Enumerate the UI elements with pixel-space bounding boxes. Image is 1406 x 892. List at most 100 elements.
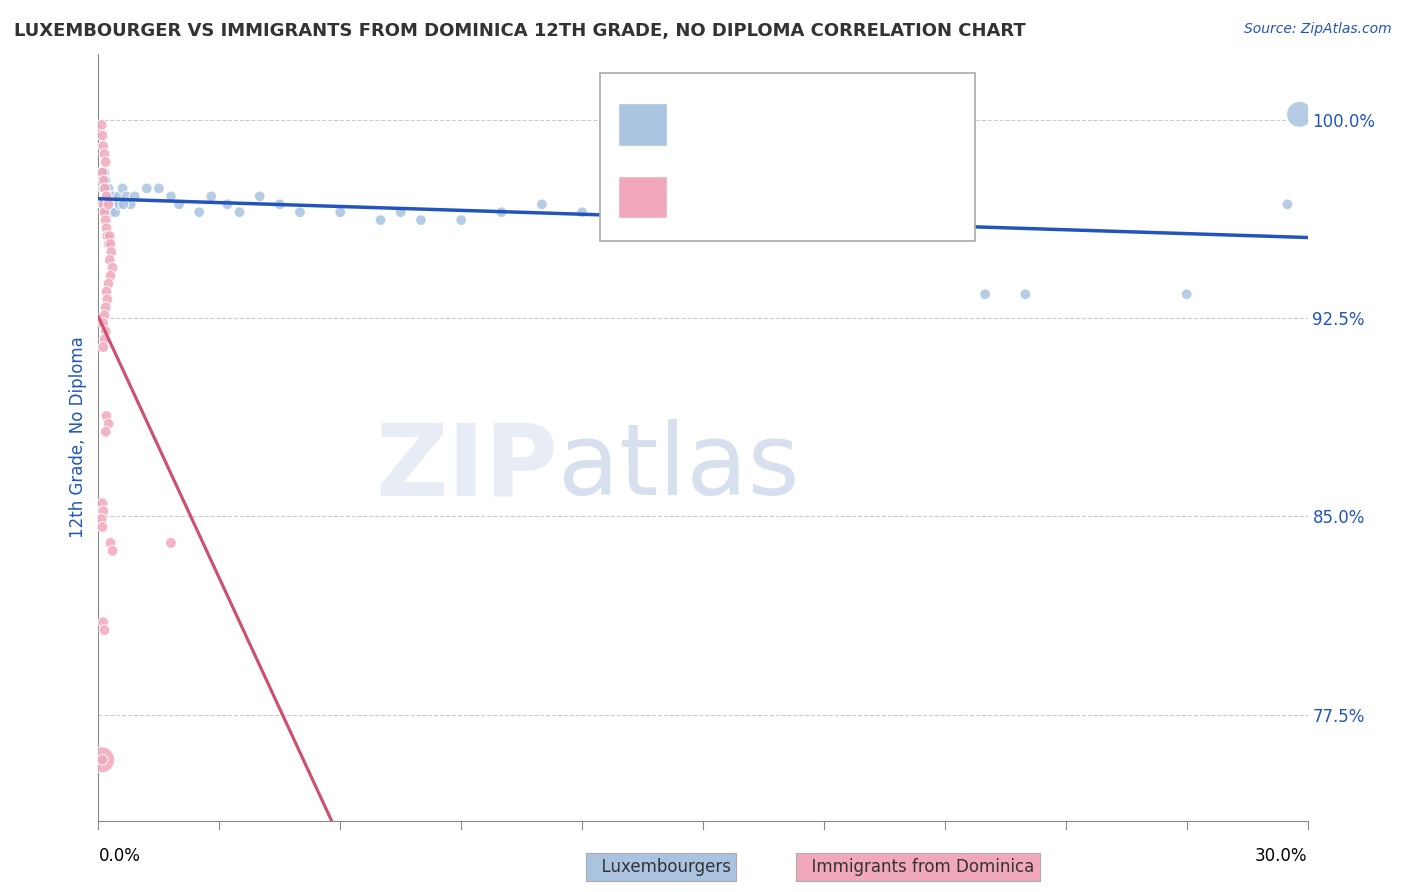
Point	[217, 197, 239, 211]
Point	[135, 181, 157, 195]
Point	[94, 173, 117, 187]
Point	[651, 213, 673, 227]
Point	[96, 205, 118, 219]
Point	[93, 173, 115, 187]
Point	[692, 205, 714, 219]
Point	[329, 205, 352, 219]
Point	[91, 615, 114, 630]
Point	[101, 260, 124, 275]
Point	[269, 197, 291, 211]
Point	[97, 181, 120, 195]
FancyBboxPatch shape	[619, 177, 666, 219]
Point	[91, 316, 114, 330]
Point	[90, 118, 112, 132]
Point	[96, 189, 118, 203]
Point	[450, 213, 472, 227]
Point	[91, 165, 114, 179]
Point	[91, 340, 114, 354]
Text: Luxembourgers: Luxembourgers	[591, 858, 731, 876]
Text: R = -0.010   N = 52: R = -0.010 N = 52	[682, 115, 890, 135]
Point	[93, 332, 115, 346]
Point	[93, 205, 115, 219]
FancyBboxPatch shape	[600, 73, 976, 242]
Point	[1288, 107, 1310, 121]
Point	[94, 301, 117, 315]
Text: ZIP: ZIP	[375, 419, 558, 516]
Point	[100, 189, 122, 203]
Point	[91, 753, 114, 767]
Point	[101, 544, 124, 558]
Point	[148, 181, 170, 195]
Point	[100, 237, 122, 252]
Point	[167, 197, 190, 211]
Point	[530, 197, 553, 211]
Point	[120, 197, 142, 211]
Point	[228, 205, 250, 219]
Point	[91, 197, 114, 211]
Point	[97, 417, 120, 431]
Point	[94, 425, 117, 439]
Point	[97, 277, 120, 291]
Point	[94, 181, 117, 195]
Y-axis label: 12th Grade, No Diploma: 12th Grade, No Diploma	[69, 336, 87, 538]
Point	[97, 197, 120, 211]
Point	[91, 139, 114, 153]
Point	[96, 229, 118, 244]
Point	[108, 197, 131, 211]
Point	[96, 285, 118, 299]
Point	[100, 268, 122, 283]
Point	[98, 197, 121, 211]
Point	[491, 205, 513, 219]
Point	[160, 189, 183, 203]
Point	[90, 753, 112, 767]
Text: 0.0%: 0.0%	[98, 847, 141, 864]
Point	[974, 287, 997, 301]
Point	[94, 324, 117, 338]
Text: LUXEMBOURGER VS IMMIGRANTS FROM DOMINICA 12TH GRADE, NO DIPLOMA CORRELATION CHAR: LUXEMBOURGER VS IMMIGRANTS FROM DOMINICA…	[14, 22, 1026, 40]
Point	[1175, 287, 1198, 301]
Point	[94, 155, 117, 169]
Point	[1014, 287, 1036, 301]
Point	[96, 293, 118, 307]
Point	[96, 189, 118, 203]
Point	[160, 536, 183, 550]
Point	[91, 197, 114, 211]
Point	[389, 205, 412, 219]
Point	[96, 409, 118, 423]
FancyBboxPatch shape	[619, 103, 666, 145]
Point	[104, 205, 127, 219]
Point	[94, 213, 117, 227]
Point	[90, 512, 112, 526]
Point	[111, 181, 134, 195]
Point	[91, 181, 114, 195]
Point	[409, 213, 432, 227]
Point	[96, 221, 118, 235]
Text: Source: ZipAtlas.com: Source: ZipAtlas.com	[1244, 22, 1392, 37]
Text: Immigrants from Dominica: Immigrants from Dominica	[801, 858, 1035, 876]
Point	[105, 197, 128, 211]
Point	[98, 229, 121, 244]
Point	[91, 520, 114, 534]
Point	[1277, 197, 1299, 211]
Point	[249, 189, 271, 203]
Point	[107, 189, 129, 203]
Point	[100, 244, 122, 259]
Point	[93, 623, 115, 637]
Point	[100, 205, 122, 219]
Point	[93, 147, 115, 161]
Point	[124, 189, 146, 203]
Point	[288, 205, 311, 219]
Point	[94, 205, 117, 219]
Point	[612, 205, 634, 219]
Point	[90, 165, 112, 179]
Point	[93, 309, 115, 323]
Point	[115, 189, 138, 203]
Point	[571, 205, 593, 219]
Point	[101, 189, 124, 203]
Point	[97, 237, 120, 252]
Text: atlas: atlas	[558, 419, 800, 516]
Point	[96, 181, 118, 195]
Point	[91, 496, 114, 510]
Text: R =  0.246   N = 45: R = 0.246 N = 45	[682, 188, 890, 207]
Point	[91, 128, 114, 143]
